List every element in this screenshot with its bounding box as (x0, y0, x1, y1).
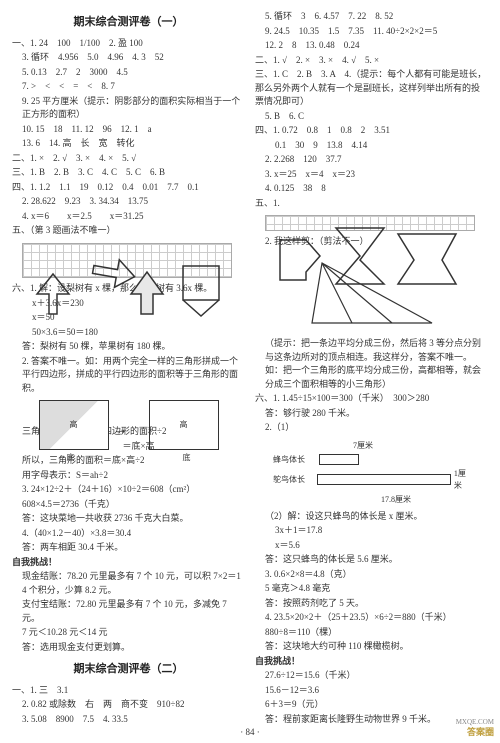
text-line: 一、1. 24 100 1/100 2. 盈 100 (12, 37, 245, 51)
bird-length-diagram: 7厘米 蜂鸟体长 鸵鸟体长 1厘米 17.8厘米 (273, 440, 473, 506)
text-line: 答：选用现金支付更划算。 (12, 641, 245, 655)
bird-row: 鸵鸟体长 1厘米 (273, 468, 473, 492)
section-5-heading: 五、（第 3 题画法不唯一） (12, 224, 245, 238)
text-line: 0.1 30 9 13.8 4.14 (255, 139, 488, 153)
text-line: 支付宝结账：72.80 元里最多有 7 个 10 元，多减免 7 元。 (12, 598, 245, 625)
text-line: 13. 6 14. 高 长 宽 转化 (12, 137, 245, 151)
text-line: 所以，三角形的面积＝底×高÷2 (12, 454, 245, 468)
text-line: 9. 25 平方厘米（提示：阴影部分的面积实际相当于一个正方形的面积） (12, 95, 245, 122)
triangle-cut-diagram (302, 253, 442, 333)
grid-figure-right (265, 215, 475, 231)
triangle-cut-svg (302, 253, 442, 333)
text-line: 答：按照药剂吃了 5 天。 (255, 597, 488, 611)
text-line: 四、1. 0.72 0.8 1 0.8 2 3.51 (255, 124, 488, 138)
text-line: 27.6÷12＝15.6（千米） (255, 669, 488, 683)
label: 高 (70, 419, 78, 431)
text-line: x＝5.6 (255, 539, 488, 553)
bird-row: 蜂鸟体长 (273, 454, 473, 466)
text-line: 答：这只蜂鸟的体长是 5.6 厘米。 (255, 553, 488, 567)
text-line: 4. 0.125 38 8 (255, 182, 488, 196)
paper-title-1: 期末综合测评卷（一） (12, 14, 245, 31)
text-line: 15.6－12＝3.6 (255, 684, 488, 698)
section-5-heading: 五、1. (255, 197, 488, 211)
text-line: 答：够行驶 280 千米。 (255, 407, 488, 421)
text-line: 3. 循环 4.956 5.0 4.96 4. 3 52 (12, 51, 245, 65)
label: 7厘米 (273, 440, 473, 452)
text-line: 一、1. 三 3.1 (12, 684, 245, 698)
text-line: 5. 0.13 2.7 2 3000 4.5 (12, 66, 245, 80)
text-line: 7 元＜10.28 元＜14 元 (12, 626, 245, 640)
base-label: 底 (67, 452, 75, 464)
text-line: 10. 15 18 11. 12 96 12. 1 a (12, 123, 245, 137)
text-line: 3. 5.08 8900 7.5 4. 33.5 (12, 713, 245, 727)
watermark-main: 答案圈 (467, 726, 494, 740)
base-label: 底 (183, 452, 191, 464)
right-column: 5. 循环 3 6. 4.57 7. 22 8. 52 9. 24.5 10.3… (255, 10, 488, 727)
text-line: 四、1. 1.2 1.1 19 0.12 0.4 0.01 7.7 0.1 (12, 181, 245, 195)
text-line: 4. x＝6 x＝2.5 x＝31.25 (12, 210, 245, 224)
page-container: 期末综合测评卷（一） 一、1. 24 100 1/100 2. 盈 100 3.… (0, 0, 500, 743)
text-line: 4.（40×1.2－40）×3.8＝30.4 (12, 527, 245, 541)
text-line: 6＋3＝9（元） (255, 698, 488, 712)
text-line: 9. 24.5 10.35 1.5 7.35 11. 40÷2×2×2＝5 (255, 25, 488, 39)
text-line: 880÷8＝110（棵） (255, 626, 488, 640)
bar-short (319, 454, 359, 465)
brace-label: 17.8厘米 (273, 494, 473, 506)
triangle-left: 高 (39, 400, 109, 450)
label: 鸵鸟体长 (273, 474, 317, 486)
text-line: 2. 2.268 120 37.7 (255, 153, 488, 167)
text-line: 答：程前家距离长隆野生动物世界 9 千米。 (255, 713, 488, 727)
text-line: 5 毫克＞4.8 毫克 (255, 582, 488, 596)
arrow-shapes-svg (23, 244, 233, 344)
text-line: 12. 2 8 13. 0.48 0.24 (255, 39, 488, 53)
text-line: 4. 23.5×20×2＋（25＋23.5）×6÷2＝880（千米） (255, 611, 488, 625)
label: 蜂鸟体长 (273, 454, 319, 466)
challenge-heading: 自我挑战！ (255, 655, 488, 669)
text-line: 2.（1） (255, 421, 488, 435)
text-line: 三、1. C 2. B 3. A 4.（提示：每个人都有可能是班长，那么另外两个… (255, 68, 488, 109)
text-line: 608×4.5＝2736（千克） (12, 498, 245, 512)
text-line: 5. 循环 3 6. 4.57 7. 22 8. 52 (255, 10, 488, 24)
text-line: 5. B 6. C (255, 110, 488, 124)
grid-figure-left (22, 243, 232, 279)
text-line: 六、1. 1.45÷15×100＝300（千米） 300＞280 (255, 392, 488, 406)
text-line: 2. 28.622 9.23 3. 34.34 13.75 (12, 195, 245, 209)
label: 1厘米 (454, 468, 473, 492)
text-line: 2. 0.82 或除数 右 两 商不变 910÷82 (12, 698, 245, 712)
text-line: 3. 0.6×2×8＝4.8（克） (255, 568, 488, 582)
text-line: 二、1. × 2. √ 3. × 4. × 5. √ (12, 152, 245, 166)
text-line: 用字母表示：S＝ah÷2 (12, 469, 245, 483)
challenge-heading: 自我挑战！ (12, 556, 245, 570)
bar-long (317, 474, 451, 485)
text-line: 答：这块地大约可种 110 棵橄榄树。 (255, 640, 488, 654)
left-column: 期末综合测评卷（一） 一、1. 24 100 1/100 2. 盈 100 3.… (12, 10, 245, 727)
paper-title-2: 期末综合测评卷（二） (12, 661, 245, 678)
text-line: 三、1. B 2. B 3. C 4. C 5. C 6. B (12, 166, 245, 180)
text-line: 现金结账：78.20 元里最多有 7 个 10 元，可以积 7×2＝14 个积分… (12, 570, 245, 597)
arrow-icon: → (114, 420, 128, 441)
text-line: 2. 答案不唯一。如：用两个完全一样的三角形拼成一个平行四边形，拼成的平行四边形… (12, 355, 245, 396)
text-line: 答：两车相距 30.4 千米。 (12, 541, 245, 555)
text-line: 3. 24×12÷2＋（24＋16）×10÷2＝608（cm²） (12, 483, 245, 497)
page-number: · 84 · (240, 726, 260, 740)
text-line: 3. x＝25 x＝4 x＝23 (255, 168, 488, 182)
parallelogram-right: 高 (149, 400, 219, 450)
label: 高 (180, 419, 188, 431)
text-line: （2）解：设这只蜂鸟的体长是 x 厘米。 (255, 510, 488, 524)
text-line: （提示：把一条边平均分成三份，然后将 3 等分点分别与这条边所对的顶点相连。我这… (255, 337, 488, 391)
text-line: 答：这块菜地一共收获 2736 千克大白菜。 (12, 512, 245, 526)
text-line: 二、1. √ 2. × 3. × 4. √ 5. × (255, 54, 488, 68)
triangle-diagram: 高 → 高 底 底 (39, 400, 219, 421)
text-line: 7. > < < = < 8. 7 (12, 80, 245, 94)
text-line: 3x＋1＝17.8 (255, 524, 488, 538)
